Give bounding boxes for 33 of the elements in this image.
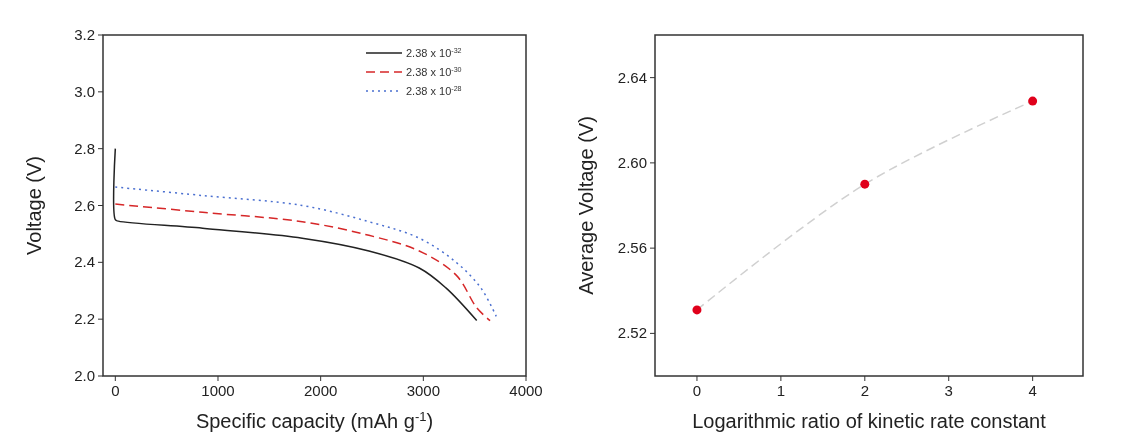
x-tick-label: 0 bbox=[111, 382, 120, 399]
x-tick-label: 3 bbox=[944, 382, 953, 399]
y-tick-label: 2.8 bbox=[74, 139, 95, 157]
y-tick-label: 3.2 bbox=[74, 26, 95, 43]
legend-label: 2.38 x 10$^{-30}$ bbox=[406, 66, 462, 78]
line-series bbox=[114, 203, 491, 322]
y-tick-label: 2.2 bbox=[74, 310, 95, 328]
y-tick-label: 2.52 bbox=[617, 324, 647, 342]
y-tick-label: 2.60 bbox=[617, 153, 647, 171]
x-axis-title: Specific capacity (mAh g$^{-1}$) bbox=[195, 408, 434, 432]
x-tick-label: 2 bbox=[860, 382, 869, 399]
y-tick-label: 3.0 bbox=[74, 82, 95, 100]
y-tick-label: 2.56 bbox=[617, 239, 647, 257]
x-tick-label: 0 bbox=[692, 382, 702, 399]
point bbox=[860, 179, 870, 189]
x-axis-title: Logarithmic ratio of kinetic rate constant bbox=[692, 410, 1047, 432]
legend-label: 2.38 x 10$^{-28}$ bbox=[406, 85, 462, 97]
y-tick-label: 2.0 bbox=[74, 367, 95, 384]
x-tick-label: 1 bbox=[776, 382, 786, 399]
y-axis-title: Voltage (V) bbox=[23, 156, 45, 255]
legend-label: 2.38 x 10$^{-32}$ bbox=[406, 47, 462, 59]
x-tick-label: 3000 bbox=[406, 382, 441, 399]
x-tick-label: 2000 bbox=[303, 382, 338, 399]
x-tick-label: 4 bbox=[1028, 382, 1037, 399]
y-axis-title: Average Voltage (V) bbox=[575, 116, 597, 295]
x-tick-label: 4000 bbox=[509, 382, 543, 399]
point bbox=[1028, 96, 1038, 106]
y-tick-label: 2.6 bbox=[74, 196, 95, 214]
x-tick-label: 1000 bbox=[201, 382, 235, 399]
y-tick-label: 2.64 bbox=[617, 68, 647, 86]
point bbox=[692, 305, 702, 315]
y-tick-label: 2.4 bbox=[74, 253, 95, 271]
line-series bbox=[114, 186, 497, 318]
